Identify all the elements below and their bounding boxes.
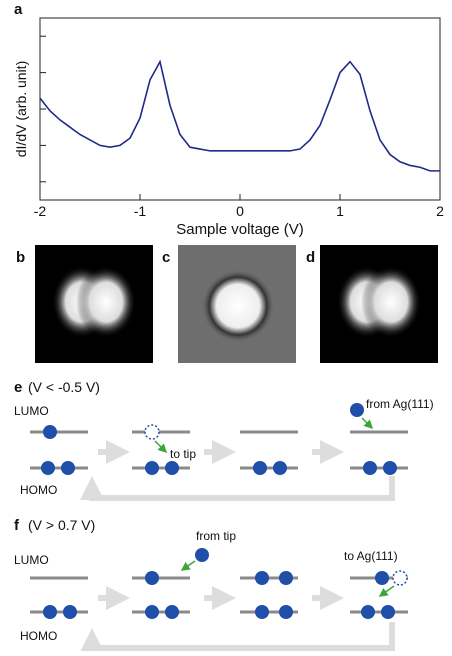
- lumo-label: LUMO: [14, 404, 49, 418]
- diagram-e: e (V < -0.5 V) LUMO HOMO to tip from Ag(…: [14, 379, 434, 501]
- diagram-f: f (V > 0.7 V) LUMO HOMO from tip to Ag(1…: [14, 517, 408, 652]
- lobe: [76, 266, 136, 338]
- note: to tip: [170, 447, 196, 461]
- lobe: [361, 266, 421, 338]
- condition: (V > 0.7 V): [28, 517, 95, 533]
- condition: (V < -0.5 V): [28, 379, 100, 395]
- data-line: [39, 59, 440, 172]
- panel-label: d: [306, 249, 315, 266]
- lumo-label: LUMO: [14, 553, 49, 567]
- panel-label: c: [162, 249, 170, 266]
- note: from Ag(111): [366, 397, 434, 411]
- plot-frame: [39, 17, 441, 201]
- note: from tip: [196, 529, 236, 543]
- x-tick-label: 0: [236, 203, 244, 219]
- x-axis-label: Sample voltage (V): [176, 221, 304, 238]
- homo-label: HOMO: [20, 483, 57, 497]
- panel-label: e: [14, 379, 22, 396]
- panel-label: f: [14, 517, 20, 534]
- x-tick-label: 1: [336, 203, 344, 219]
- panel-label: b: [16, 249, 25, 266]
- x-tick-label: 2: [436, 203, 444, 219]
- note: to Ag(111): [344, 549, 398, 563]
- homo-label: HOMO: [20, 629, 57, 643]
- y-axis-label: dI/dV (arb. unit): [13, 61, 29, 158]
- images: b c d: [16, 245, 438, 363]
- panel-label: a: [14, 1, 23, 18]
- panel-a: a Sample voltage (V) dI/dV (arb. unit) -…: [13, 1, 444, 238]
- levels: [30, 430, 408, 470]
- lobe: [202, 270, 274, 342]
- x-tick-label: -1: [134, 203, 147, 219]
- x-tick-label: -2: [34, 203, 47, 219]
